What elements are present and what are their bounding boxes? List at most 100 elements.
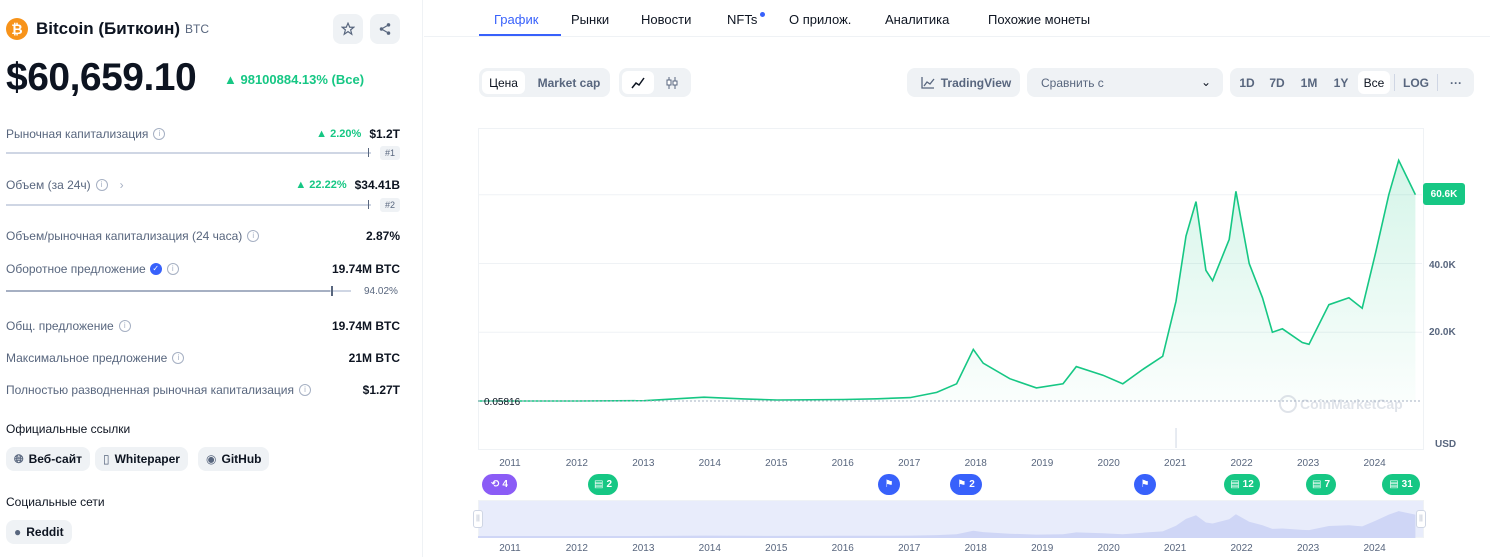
tab-chart[interactable]: График <box>494 12 539 27</box>
volume-mcap-value: 2.87% <box>365 229 400 243</box>
x-tick-label: 2018 <box>964 458 987 469</box>
whitepaper-link-label: Whitepaper <box>114 452 180 466</box>
candlestick-button[interactable] <box>656 71 688 94</box>
info-icon[interactable]: i <box>298 384 311 396</box>
circulating-supply-value: 19.74M BTC <box>331 262 400 276</box>
x-tick-label: 2021 <box>1164 543 1187 554</box>
share-button[interactable] <box>370 14 400 44</box>
bitcoin-logo-icon: ₿ <box>6 18 28 40</box>
price-chart-frame <box>478 128 1424 450</box>
document-icon: ▤ <box>1230 479 1240 490</box>
tab-bar: График Рынки Новости NFTs О прилож. Анал… <box>424 0 1490 37</box>
line-chart-button[interactable] <box>622 71 654 94</box>
reddit-link[interactable]: ● Reddit <box>6 520 72 544</box>
navigator-chart <box>478 511 1416 538</box>
x-tick-label: 2023 <box>1296 543 1320 554</box>
chart-panel: График Рынки Новости NFTs О прилож. Анал… <box>424 0 1490 557</box>
range-1m-button[interactable]: 1M <box>1300 75 1318 90</box>
event-marker-news[interactable]: ▤ 12 <box>1224 474 1260 495</box>
fdv-value: $1.27T <box>362 383 400 397</box>
x-tick-label: 2024 <box>1363 543 1386 554</box>
compare-select-label: Сравнить с <box>1041 75 1104 90</box>
event-marker-news[interactable]: ▤ 2 <box>588 474 618 495</box>
coin-header: ₿ Bitcoin (Биткоин) BTC <box>6 18 209 40</box>
event-count: 2 <box>606 479 612 490</box>
tradingview-button[interactable]: TradingView <box>907 68 1020 97</box>
active-tab-indicator <box>479 34 561 36</box>
total-supply-label: Общ. предложение <box>6 319 114 333</box>
event-marker-flag[interactable]: ⚑ 2 <box>950 474 982 495</box>
x-tick-label: 2011 <box>499 458 521 469</box>
circulating-supply-bar <box>6 286 351 296</box>
x-tick-label: 2016 <box>831 458 854 469</box>
coin-stats-panel: ₿ Bitcoin (Биткоин) BTC $60,659.10 ▲ 981… <box>0 0 423 557</box>
tab-about[interactable]: О прилож. <box>789 12 852 27</box>
tab-nfts[interactable]: NFTs <box>727 12 758 27</box>
volume-value: $34.41B <box>354 178 400 192</box>
coinmarketcap-watermark: CoinMarketCap <box>1279 395 1403 413</box>
event-marker-flag[interactable]: ⚑ <box>1134 474 1156 495</box>
website-link[interactable]: 🌐︎ Веб-сайт <box>6 447 90 471</box>
price-chart[interactable]: CoinMarketCap <box>478 128 1424 450</box>
price-toggle-button[interactable]: Цена <box>482 71 525 94</box>
event-marker-news[interactable]: ▤ 7 <box>1306 474 1336 495</box>
range-7d-button[interactable]: 7D <box>1269 75 1285 90</box>
x-tick-label: 2023 <box>1296 458 1320 469</box>
event-marker-halving[interactable]: ⟲ 4 <box>482 474 517 495</box>
tab-markets[interactable]: Рынки <box>571 12 610 27</box>
coin-name: Bitcoin (Биткоин) <box>36 19 181 38</box>
flag-icon: ⚑ <box>1140 479 1150 490</box>
log-scale-button[interactable]: LOG <box>1403 75 1429 90</box>
globe-icon: 🌐︎ <box>14 451 24 466</box>
navigator-area <box>478 511 1416 538</box>
reddit-link-label: Reddit <box>26 525 64 539</box>
x-tick-label: 2015 <box>765 458 788 469</box>
github-link[interactable]: ◉ GitHub <box>198 447 270 471</box>
circulating-supply-label: Оборотное предложение <box>6 262 146 276</box>
github-icon: ◉ <box>206 452 217 466</box>
tab-analytics[interactable]: Аналитика <box>885 12 950 27</box>
more-options-button[interactable]: ··· <box>1450 75 1462 90</box>
social-title: Социальные сети <box>6 495 105 509</box>
watermark-text: CoinMarketCap <box>1300 396 1403 412</box>
info-icon[interactable]: i <box>247 230 260 242</box>
chevron-right-icon[interactable]: › <box>119 178 124 192</box>
x-tick-label: 2021 <box>1164 458 1187 469</box>
event-marker-flag[interactable]: ⚑ <box>878 474 900 495</box>
x-tick-label: 2017 <box>898 458 921 469</box>
circulating-supply-row: Оборотное предложение ✓ i 19.74M BTC <box>6 262 400 276</box>
x-tick-label: 2020 <box>1097 458 1120 469</box>
total-supply-row: Общ. предложение i 19.74M BTC <box>6 319 400 333</box>
time-range-selector: 1D 7D 1M 1Y Все LOG ··· <box>1230 68 1474 97</box>
tab-news[interactable]: Новости <box>641 12 692 27</box>
info-icon[interactable]: i <box>153 128 166 140</box>
x-tick-label: 2015 <box>765 543 788 554</box>
verified-badge-icon: ✓ <box>149 263 162 275</box>
range-1d-button[interactable]: 1D <box>1239 75 1255 90</box>
info-icon[interactable]: i <box>166 263 179 275</box>
max-supply-label: Максимальное предложение <box>6 351 168 365</box>
document-icon: ▤ <box>1389 479 1399 490</box>
info-icon[interactable]: i <box>172 352 185 364</box>
event-count: 7 <box>1324 479 1330 490</box>
tradingview-label: TradingView <box>940 75 1012 90</box>
event-marker-news[interactable]: ▤ 31 <box>1382 474 1420 495</box>
volume-change: ▲ 22.22% <box>295 179 347 191</box>
coin-price: $60,659.10 <box>6 56 197 99</box>
price-series-line <box>478 158 1417 402</box>
compare-select[interactable]: Сравнить с ⌄ <box>1027 68 1223 97</box>
chevron-down-icon: ⌄ <box>1200 75 1211 89</box>
info-icon[interactable]: i <box>95 179 108 191</box>
volume-mcap-row: Объем/рыночная капитализация (24 часа) i… <box>6 229 400 243</box>
range-all-button[interactable]: Все <box>1358 71 1390 94</box>
navigator-left-handle[interactable]: || <box>473 510 483 528</box>
x-tick-label: 2020 <box>1097 543 1120 554</box>
tab-similar-coins[interactable]: Похожие монеты <box>988 12 1091 27</box>
range-1y-button[interactable]: 1Y <box>1333 75 1349 90</box>
market-cap-toggle-button[interactable]: Market cap <box>537 75 601 90</box>
whitepaper-link[interactable]: ▯ Whitepaper <box>95 447 188 471</box>
watchlist-star-button[interactable] <box>333 14 363 44</box>
volume-rank-badge: #2 <box>380 198 400 212</box>
info-icon[interactable]: i <box>118 320 131 332</box>
navigator-right-handle[interactable]: || <box>1416 510 1426 528</box>
